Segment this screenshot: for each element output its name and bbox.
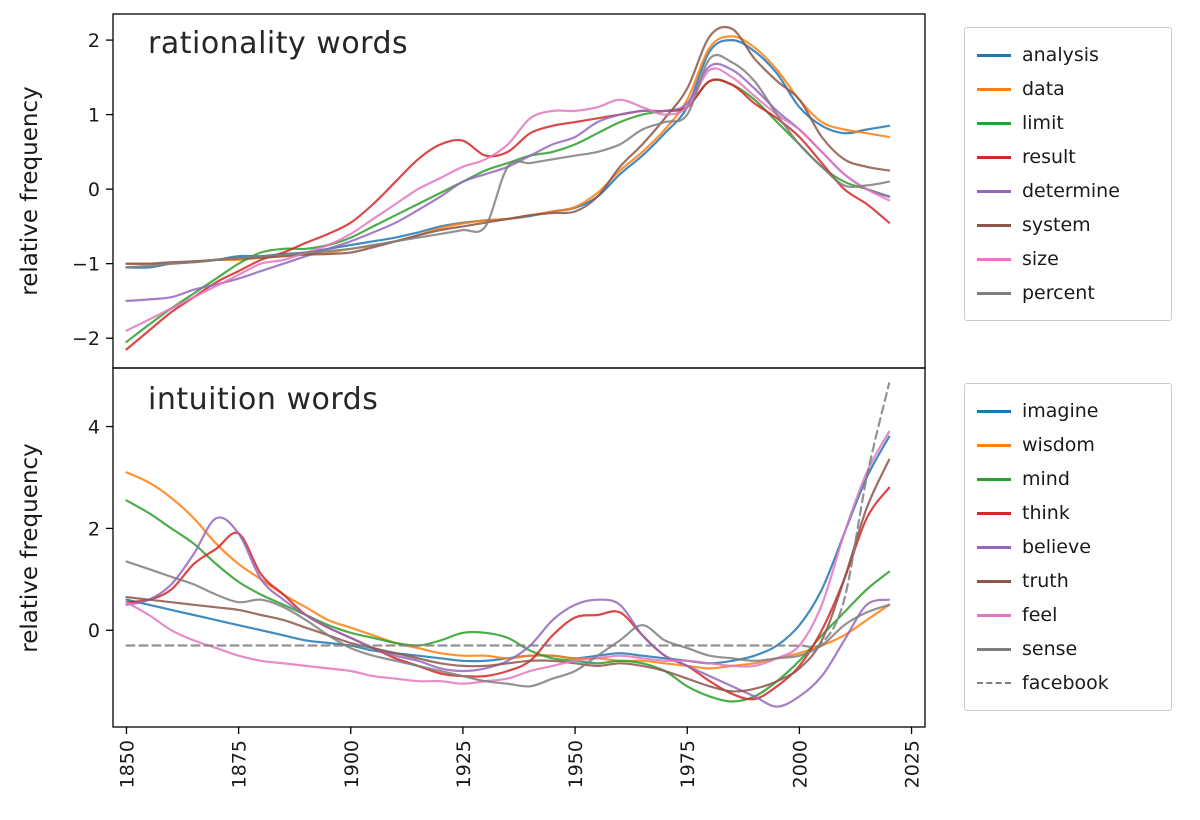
legend-line-sample-feel: [977, 613, 1011, 617]
legend-label-think: think: [1022, 502, 1070, 524]
plot-panel-1: 4 2 0 1850 1875 1900 1925 1950 1975 2000 2025: [88, 367, 926, 788]
legend-label-result: result: [1022, 146, 1076, 168]
legend-item-truth: truth: [977, 564, 1155, 598]
panel-title-intuition-words: intuition words: [148, 382, 379, 417]
legend-label-facebook: facebook: [1022, 672, 1109, 694]
panel-border: [112, 367, 926, 728]
legend-label-wisdom: wisdom: [1022, 434, 1095, 456]
series-line-limit: [125, 78, 891, 343]
legend-item-think: think: [977, 496, 1155, 530]
x-tick-label: 1950: [565, 740, 587, 788]
legend-item-facebook: facebook: [977, 666, 1155, 700]
panel-border: [112, 13, 926, 369]
legend-line-sample-truth: [977, 579, 1011, 583]
legend-item-data: data: [977, 72, 1155, 106]
legend-label-percent: percent: [1022, 282, 1095, 304]
legend-item-determine: determine: [977, 174, 1155, 208]
x-tick-label: 2025: [902, 740, 924, 788]
x-tick-label: 1925: [453, 740, 475, 788]
series-line-size: [125, 67, 891, 332]
series-line-truth: [125, 458, 891, 693]
legend-line-sample-sense: [977, 647, 1011, 651]
legend-item-believe: believe: [977, 530, 1155, 564]
y-tick-label: 0: [88, 179, 100, 201]
legend-label-determine: determine: [1022, 180, 1120, 202]
x-tick-label: 1850: [116, 740, 138, 788]
legend-item-feel: feel: [977, 598, 1155, 632]
legend-line-sample-data: [977, 87, 1011, 91]
legend-line-sample-believe: [977, 545, 1011, 549]
legend-item-limit: limit: [977, 106, 1155, 140]
y-tick-label: −2: [72, 328, 100, 350]
x-tick-label: 1900: [341, 740, 363, 788]
legend-item-analysis: analysis: [977, 38, 1155, 72]
legend-item-system: system: [977, 208, 1155, 242]
legend-line-sample-wisdom: [977, 443, 1011, 447]
legend-label-data: data: [1022, 78, 1065, 100]
legend-line-sample-system: [977, 223, 1011, 227]
panel-title-rationality-words: rationality words: [148, 26, 409, 61]
legend-rationality-words: analysis data limit result determine system si…: [964, 27, 1172, 321]
legend-label-mind: mind: [1022, 468, 1070, 490]
legend-label-sense: sense: [1022, 638, 1078, 660]
legend-item-result: result: [977, 140, 1155, 174]
series-line-wisdom: [125, 471, 891, 670]
legend-item-imagine: imagine: [977, 394, 1155, 428]
legend-line-sample-percent: [977, 291, 1011, 295]
legend-item-percent: percent: [977, 276, 1155, 310]
legend-intuition-words: imagine wisdom mind think believe truth feel se…: [964, 383, 1172, 711]
legend-label-size: size: [1022, 248, 1059, 270]
series-line-imagine: [125, 435, 891, 665]
legend-line-sample-limit: [977, 121, 1011, 125]
series-line-feel: [125, 430, 891, 685]
series-line-percent: [125, 53, 891, 269]
plot-panel-0: 2 1 0 −1 −2: [72, 13, 926, 369]
series-line-system: [125, 25, 891, 265]
series-line-sense: [125, 560, 891, 688]
legend-label-truth: truth: [1022, 570, 1069, 592]
y-tick-label: 2: [88, 518, 100, 540]
series-line-analysis: [125, 39, 891, 269]
legend-item-size: size: [977, 242, 1155, 276]
legend-item-wisdom: wisdom: [977, 428, 1155, 462]
legend-line-sample-imagine: [977, 409, 1011, 413]
legend-item-mind: mind: [977, 462, 1155, 496]
y-axis-label-top: relative frequency: [17, 86, 43, 296]
series-line-mind: [125, 499, 891, 703]
legend-line-sample-result: [977, 155, 1011, 159]
legend-label-feel: feel: [1022, 604, 1058, 626]
x-tick-label: 1875: [229, 740, 251, 788]
series-line-result: [125, 78, 891, 351]
legend-label-limit: limit: [1022, 112, 1064, 134]
y-tick-label: 4: [88, 417, 100, 439]
legend-line-sample-think: [977, 511, 1011, 515]
legend-item-sense: sense: [977, 632, 1155, 666]
series-line-believe: [125, 516, 891, 708]
legend-label-imagine: imagine: [1022, 400, 1099, 422]
y-tick-label: 2: [88, 30, 100, 52]
y-tick-label: 1: [88, 105, 100, 127]
x-tick-label: 1975: [677, 740, 699, 788]
legend-label-believe: believe: [1022, 536, 1091, 558]
y-axis-label-bottom: relative frequency: [17, 443, 43, 653]
series-line-determine: [125, 62, 891, 302]
x-tick-label: 2000: [789, 740, 811, 788]
legend-line-sample-determine: [977, 189, 1011, 193]
y-tick-label: 0: [88, 620, 100, 642]
legend-line-sample-mind: [977, 477, 1011, 481]
legend-line-sample-size: [977, 257, 1011, 261]
y-tick-label: −1: [72, 254, 100, 276]
legend-line-sample-analysis: [977, 53, 1011, 57]
legend-label-system: system: [1022, 214, 1091, 236]
series-line-think: [125, 486, 891, 701]
series-line-facebook: [125, 382, 891, 649]
legend-label-analysis: analysis: [1022, 44, 1099, 66]
legend-line-sample-facebook: [977, 682, 1011, 684]
